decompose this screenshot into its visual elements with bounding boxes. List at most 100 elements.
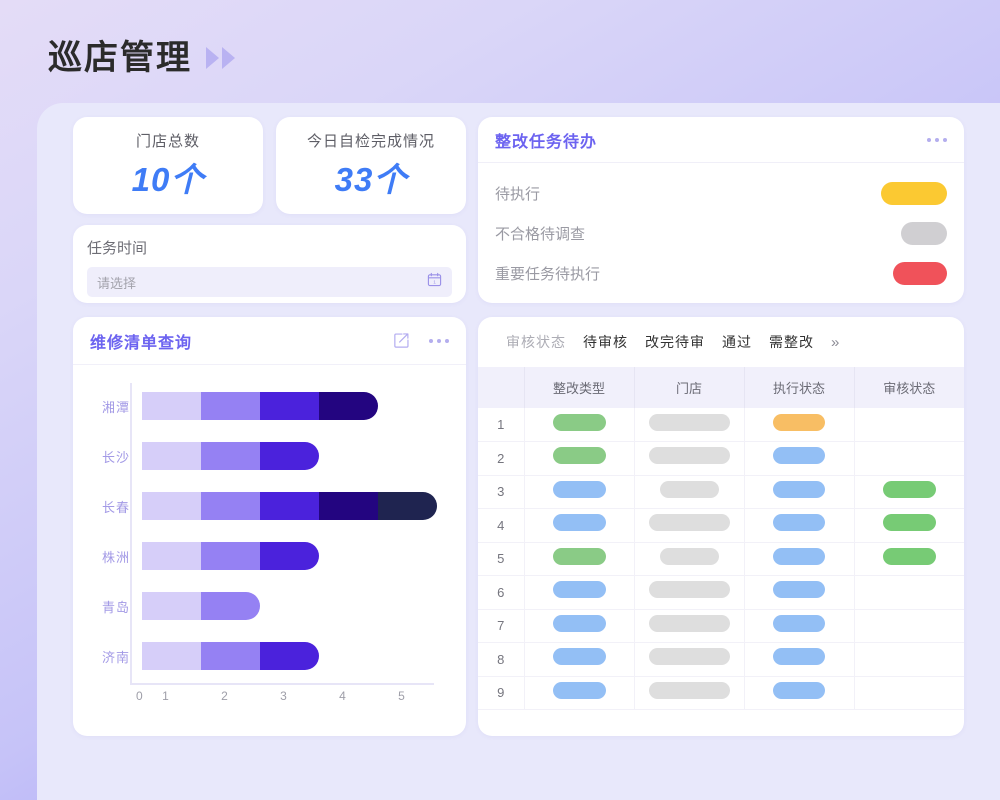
chart-bar-segment bbox=[260, 442, 319, 470]
cell-exec bbox=[744, 609, 855, 643]
table-row[interactable]: 9 bbox=[478, 676, 964, 710]
todo-row-unqualified[interactable]: 不合格待调查 bbox=[495, 213, 947, 253]
cell-type bbox=[524, 642, 635, 677]
table-row[interactable]: 8 bbox=[478, 642, 964, 677]
cell-audit bbox=[854, 475, 964, 509]
status-badge bbox=[659, 480, 719, 498]
filter-tab-fixed-pending[interactable]: 改完待审 bbox=[645, 334, 705, 350]
share-export-icon[interactable] bbox=[392, 331, 411, 350]
filter-tab-passed[interactable]: 通过 bbox=[722, 334, 752, 350]
column-header-exec: 执行状态 bbox=[744, 367, 855, 408]
chart-bar-segment bbox=[201, 492, 260, 520]
cell-audit bbox=[854, 542, 964, 576]
chart-category-label: 济南 bbox=[101, 649, 130, 665]
todo-panel-header: 整改任务待办 bbox=[478, 117, 964, 163]
chart-bar-segment bbox=[319, 392, 378, 420]
table-row[interactable]: 1 bbox=[478, 408, 964, 442]
chart-bar-segment bbox=[142, 592, 201, 620]
stat-card-selfcheck-today: 今日自检完成情况 33个 bbox=[276, 117, 466, 214]
chart-panel-title: 维修清单查询 bbox=[90, 334, 193, 352]
chart-category-label: 长沙 bbox=[101, 449, 130, 465]
table-row[interactable]: 5 bbox=[478, 542, 964, 576]
calendar-icon[interactable]: 1 bbox=[427, 272, 442, 292]
status-badge bbox=[648, 614, 730, 632]
cell-exec bbox=[744, 542, 855, 576]
chart-bar-row: 青岛 bbox=[87, 581, 452, 631]
cell-type bbox=[524, 542, 635, 576]
row-index: 4 bbox=[478, 508, 525, 543]
chart-bar-segment bbox=[201, 442, 260, 470]
row-index: 8 bbox=[478, 642, 525, 677]
status-badge bbox=[773, 614, 825, 632]
chart-bar bbox=[142, 542, 319, 570]
chart-bar bbox=[142, 392, 378, 420]
rectification-todo-panel: 整改任务待办 待执行 不合格待调查 重要任务待执行 bbox=[478, 117, 964, 303]
row-index: 7 bbox=[478, 609, 525, 643]
status-badge bbox=[552, 514, 606, 532]
table-row[interactable]: 6 bbox=[478, 575, 964, 610]
filter-tab-need-fix[interactable]: 需整改 bbox=[769, 334, 814, 350]
stat-label: 门店总数 bbox=[135, 133, 200, 150]
chart-x-tick: 2 bbox=[221, 689, 228, 703]
chart-bar bbox=[142, 642, 319, 670]
chart-panel-header: 维修清单查询 bbox=[73, 317, 466, 365]
cell-type bbox=[524, 609, 635, 643]
cell-store bbox=[634, 642, 745, 677]
chart-bar-row: 长沙 bbox=[87, 431, 452, 481]
chart-category-label: 株洲 bbox=[101, 549, 130, 565]
todo-row-pending[interactable]: 待执行 bbox=[495, 173, 947, 213]
chart-bar-segment bbox=[201, 592, 260, 620]
todo-row-important[interactable]: 重要任务待执行 bbox=[495, 253, 947, 293]
chart-bars: 湘潭 长沙 长春 株洲 青岛 济南 bbox=[87, 381, 452, 681]
cell-store bbox=[634, 676, 745, 710]
chart-category-label: 湘潭 bbox=[101, 399, 130, 415]
column-header-audit: 审核状态 bbox=[854, 367, 964, 408]
chart-bar-segment bbox=[201, 642, 260, 670]
filter-more-icon[interactable]: » bbox=[831, 333, 840, 351]
table-row[interactable]: 4 bbox=[478, 508, 964, 543]
status-badge bbox=[901, 221, 947, 245]
rectification-table-panel: 审核状态 待审核 改完待审 通过 需整改 » 整改类型 门店 执行状态 审核状态… bbox=[478, 317, 964, 736]
status-badge bbox=[552, 413, 606, 431]
chart-bar bbox=[142, 492, 437, 520]
cell-store bbox=[634, 508, 745, 543]
cell-audit bbox=[854, 508, 964, 543]
row-index: 6 bbox=[478, 575, 525, 610]
status-badge bbox=[882, 547, 936, 565]
chart-bar-segment bbox=[142, 392, 201, 420]
table-row[interactable]: 2 bbox=[478, 441, 964, 476]
more-dots-icon[interactable] bbox=[927, 137, 947, 142]
stat-value: 33个 bbox=[334, 161, 408, 198]
column-header-type: 整改类型 bbox=[524, 367, 635, 408]
chart-bar-segment bbox=[142, 492, 201, 520]
stat-value: 10个 bbox=[131, 161, 205, 198]
more-dots-icon[interactable] bbox=[429, 338, 449, 343]
cell-audit bbox=[854, 676, 964, 710]
chart-x-tick: 5 bbox=[398, 689, 405, 703]
chart-x-tick: 1 bbox=[162, 689, 169, 703]
chart-category-label: 青岛 bbox=[101, 599, 130, 615]
stat-label: 今日自检完成情况 bbox=[306, 133, 435, 150]
task-time-input[interactable]: 请选择 1 bbox=[87, 267, 452, 297]
table-row[interactable]: 3 bbox=[478, 475, 964, 509]
status-badge bbox=[773, 413, 825, 431]
status-badge bbox=[552, 547, 606, 565]
chart-bar-row: 济南 bbox=[87, 631, 452, 681]
cell-exec bbox=[744, 642, 855, 677]
svg-text:1: 1 bbox=[433, 280, 436, 285]
todo-row-label: 待执行 bbox=[495, 185, 541, 203]
cell-exec bbox=[744, 441, 855, 476]
cell-exec bbox=[744, 475, 855, 509]
dashboard-board: 门店总数 10个 今日自检完成情况 33个 任务时间 请选择 1 整改任务待办 bbox=[55, 115, 1000, 800]
chart-bar-segment bbox=[142, 442, 201, 470]
cell-exec bbox=[744, 408, 855, 442]
task-time-card: 任务时间 请选择 1 bbox=[73, 225, 466, 303]
status-badge bbox=[648, 648, 730, 666]
todo-row-label: 不合格待调查 bbox=[495, 225, 586, 243]
status-badge bbox=[881, 181, 947, 205]
table-row[interactable]: 7 bbox=[478, 609, 964, 643]
chart-bar bbox=[142, 442, 319, 470]
filter-tab-pending-audit[interactable]: 待审核 bbox=[583, 334, 628, 350]
